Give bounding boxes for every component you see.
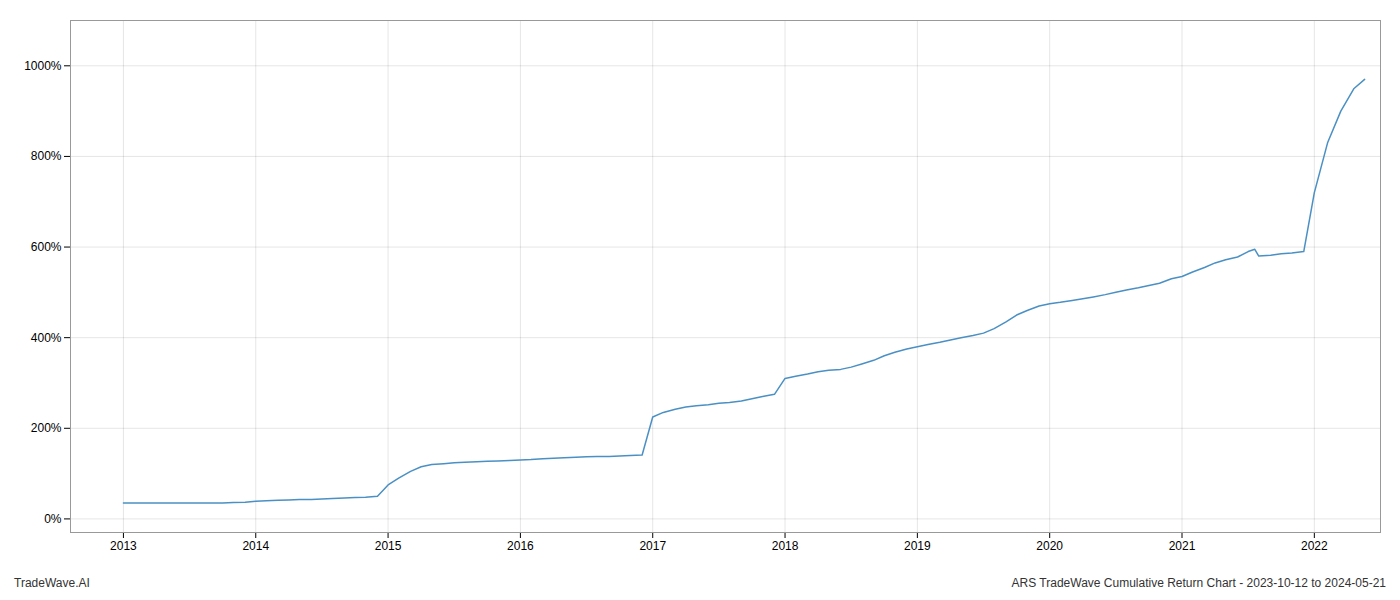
svg-text:2021: 2021 (1169, 539, 1196, 553)
svg-text:2013: 2013 (110, 539, 137, 553)
svg-text:2018: 2018 (772, 539, 799, 553)
svg-text:2017: 2017 (639, 539, 666, 553)
svg-text:600%: 600% (31, 240, 62, 254)
svg-text:200%: 200% (31, 421, 62, 435)
svg-text:2016: 2016 (507, 539, 534, 553)
svg-text:2019: 2019 (904, 539, 931, 553)
svg-text:2022: 2022 (1301, 539, 1328, 553)
svg-text:2020: 2020 (1036, 539, 1063, 553)
html-text:TradeWave.AI: TradeWave.AI (14, 576, 90, 590)
html-text:ARS TradeWave Cumulative Retur: ARS TradeWave Cumulative Return Chart - … (1011, 576, 1386, 590)
svg-text:2014: 2014 (242, 539, 269, 553)
svg-text:800%: 800% (31, 149, 62, 163)
svg-text:1000%: 1000% (24, 59, 62, 73)
svg-text:0%: 0% (44, 512, 62, 526)
svg-text:400%: 400% (31, 331, 62, 345)
svg-text:2015: 2015 (375, 539, 402, 553)
